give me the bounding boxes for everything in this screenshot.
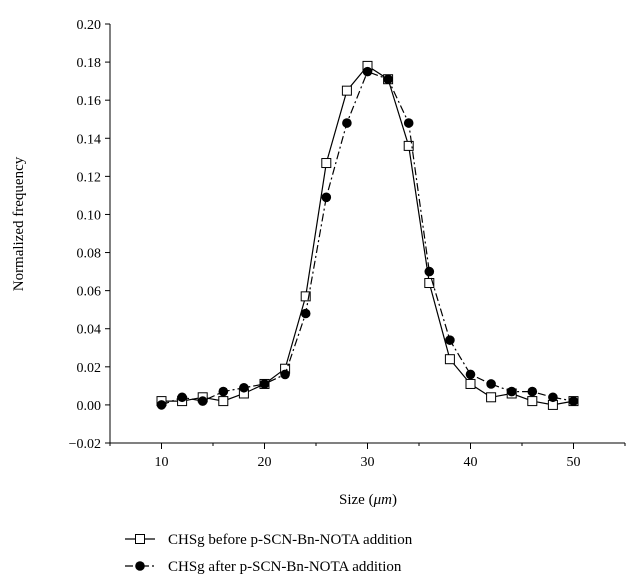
data-point	[383, 74, 393, 85]
data-point	[445, 335, 455, 345]
data-point	[444, 354, 455, 365]
y-tick-label: 0.10	[77, 208, 102, 223]
x-axis-ticks: 10 20 30 40 50	[109, 443, 626, 470]
y-tick-label: 0.18	[77, 56, 102, 71]
data-point	[177, 392, 187, 403]
plot-area: −0.02 0.00 0.02 0.04 0.06 0.08 0.10 0.12 0.14 0.1…	[69, 18, 626, 470]
data-point	[527, 386, 538, 397]
series-before	[156, 60, 579, 410]
y-tick-label: 0.20	[77, 18, 102, 33]
legend-label-before: CHSg before p-SCN-Bn-NOTA addition	[168, 532, 413, 548]
data-point	[486, 392, 497, 403]
data-point	[321, 158, 332, 169]
y-tick-label: 0.06	[77, 285, 102, 300]
x-tick-label: 30	[361, 455, 375, 470]
y-tick-label: 0.02	[77, 361, 102, 376]
data-point	[424, 278, 435, 289]
data-point	[280, 369, 290, 380]
data-point	[197, 396, 208, 406]
data-point	[465, 369, 476, 380]
data-point	[341, 85, 352, 96]
x-tick-label: 40	[464, 455, 478, 470]
y-tick-label: −0.02	[69, 437, 101, 452]
series-line	[161, 70, 574, 406]
data-point	[321, 192, 332, 203]
data-point	[403, 118, 414, 128]
data-point	[300, 291, 311, 302]
y-tick-label: 0.14	[77, 132, 102, 147]
x-axis-title: Size (μm)	[339, 492, 397, 508]
data-point	[506, 386, 517, 397]
data-point	[156, 400, 167, 410]
legend-item-after: CHSg after p-SCN-Bn-NOTA addition	[125, 559, 402, 575]
y-tick-label: 0.16	[77, 94, 102, 109]
series-layer	[156, 60, 579, 410]
legend-label-after: CHSg after p-SCN-Bn-NOTA addition	[168, 559, 402, 575]
data-point	[527, 396, 538, 407]
data-point	[342, 118, 352, 128]
x-tick-label: 50	[567, 455, 581, 470]
series-line	[161, 65, 574, 406]
legend: CHSg before p-SCN-Bn-NOTA addition CHSg …	[125, 532, 413, 575]
data-point	[548, 392, 558, 403]
y-tick-label: 0.12	[77, 170, 102, 185]
y-tick-label: 0.00	[77, 399, 102, 414]
y-tick-label: 0.04	[77, 323, 102, 338]
data-point	[403, 140, 414, 151]
series-after	[156, 66, 579, 410]
data-point	[259, 379, 270, 389]
data-point	[362, 66, 373, 77]
y-axis-ticks: −0.02 0.00 0.02 0.04 0.06 0.08 0.10 0.12 0.14 0.1…	[69, 18, 110, 452]
data-point	[218, 396, 229, 407]
legend-marker-after	[135, 561, 145, 571]
data-point	[465, 378, 476, 389]
y-tick-label: 0.08	[77, 247, 102, 262]
legend-marker-before	[135, 534, 145, 544]
x-tick-label: 10	[155, 455, 169, 470]
data-point	[218, 386, 229, 397]
data-point	[568, 396, 579, 406]
x-tick-label: 20	[258, 455, 272, 470]
data-point	[486, 379, 496, 389]
legend-item-before: CHSg before p-SCN-Bn-NOTA addition	[125, 532, 413, 548]
data-point	[424, 266, 435, 277]
y-axis-title: Normalized frequency	[11, 156, 27, 291]
data-point	[300, 308, 311, 319]
data-point	[239, 382, 249, 393]
